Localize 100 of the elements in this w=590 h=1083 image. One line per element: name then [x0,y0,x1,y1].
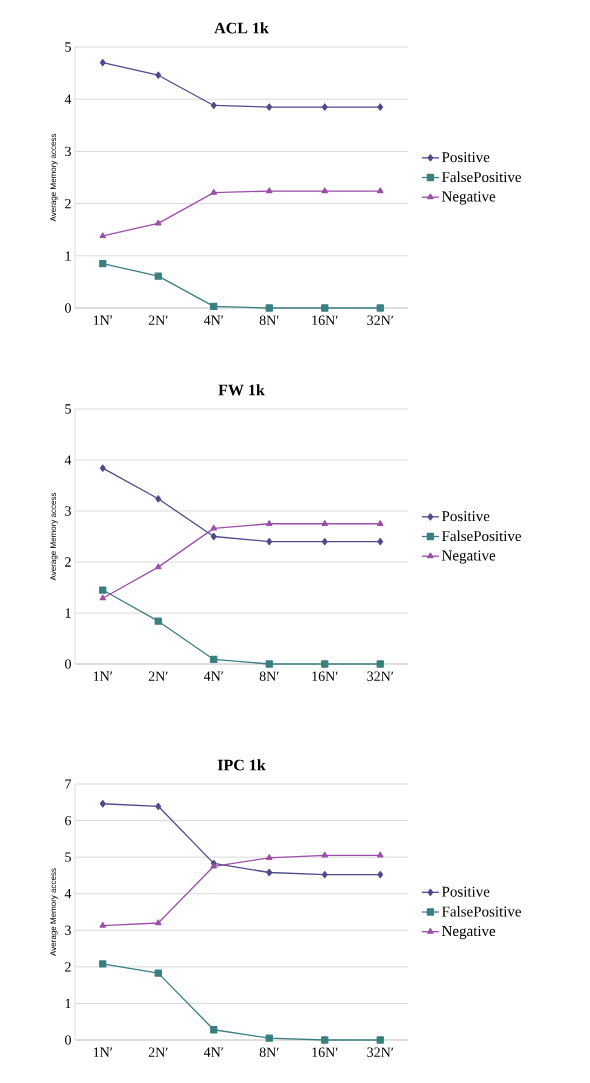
x-tick-label: 32N′ [367,671,394,681]
point [210,302,218,311]
point [321,537,328,546]
chart-title: ACL 1k [214,22,269,34]
y-axis-title: Average Memory access [50,133,58,222]
x-tick-label: 32N′ [367,1047,394,1057]
y-tick-label: 4 [64,94,72,104]
x-tick-label: 16N′ [312,315,338,325]
point [210,524,217,531]
point [377,851,384,858]
legend-label: Positive [442,511,490,522]
point [321,851,328,858]
point [321,871,328,879]
point [266,520,273,526]
point [321,1036,329,1044]
point [99,464,106,472]
point [155,919,162,926]
chart-title: IPC 1k [217,759,266,771]
point [99,960,107,968]
point [266,537,273,546]
y-tick-label: 1 [65,608,71,618]
point [377,103,384,111]
y-tick-label: 2 [65,962,71,972]
y-tick-label: 3 [65,506,71,516]
y-tick-label: 4 [64,455,72,465]
x-tick-label: 1N′ [93,671,113,681]
point [154,969,162,977]
x-tick-label: 1N′ [93,315,113,325]
x-tick-label: 8N′ [259,671,279,681]
y-tick-label: 1 [65,998,71,1009]
y-tick-label: 3 [65,925,71,935]
point [155,219,162,226]
point [99,921,106,928]
legend-label: FalsePositive [442,171,522,183]
point [265,660,273,668]
y-tick-label: 0 [65,1035,71,1045]
x-tick-label: 8N′ [259,315,279,325]
point [99,59,106,67]
legend-label: Positive [442,152,490,163]
point [321,187,328,194]
point [154,617,162,625]
point [265,1034,273,1042]
point [377,537,384,546]
point [155,563,162,570]
point [321,304,329,312]
point [266,854,273,861]
point [376,1036,384,1044]
x-tick-label: 4N′ [203,671,224,681]
legend-label: FalsePositive [442,906,522,917]
point [155,802,162,810]
point [99,594,106,601]
x-tick-label: 1N′ [93,1047,113,1057]
point [377,187,384,194]
point [377,871,384,879]
point [376,304,384,312]
point [99,586,107,594]
x-tick-label: 2N′ [148,671,168,681]
y-tick-label: 5 [65,42,71,52]
y-tick-label: 0 [65,659,71,669]
point [266,868,273,877]
point [210,188,217,195]
x-tick-label: 4N′ [203,1047,224,1057]
y-tick-label: 7 [65,779,72,789]
y-axis-title: Average Memory access [50,868,58,956]
legend-label: Negative [442,550,496,564]
y-tick-label: 5 [65,852,71,862]
x-tick-label: 2N′ [148,315,168,325]
x-tick-label: 8N′ [259,1047,279,1057]
point [376,660,384,668]
legend-label: Positive [442,886,490,897]
legend-label: FalsePositive [442,530,522,542]
point [377,520,384,526]
x-tick-label: 4N′ [203,315,224,325]
point [265,304,273,312]
y-tick-label: 3 [65,146,71,157]
point [155,71,162,79]
y-axis-title: Average Memory access [50,492,58,581]
chart-title: FW 1k [218,384,265,396]
x-tick-label: 16N′ [312,671,338,681]
x-tick-label: 2N′ [148,1047,168,1057]
point [210,655,218,664]
y-tick-label: 6 [65,815,72,826]
legend-label: Negative [442,191,496,205]
point [99,232,106,239]
point [321,520,328,526]
y-tick-label: 1 [65,251,71,261]
y-tick-label: 5 [65,404,71,414]
point [210,532,217,541]
legend-label: Negative [442,925,496,940]
point [99,800,106,808]
x-tick-label: 16N′ [312,1047,338,1057]
point [210,1026,218,1034]
y-tick-label: 0 [65,303,71,313]
point [154,272,162,280]
y-tick-label: 4 [64,889,72,899]
point [266,103,273,111]
y-tick-label: 2 [65,557,71,567]
y-tick-label: 2 [65,198,71,209]
point [155,495,162,503]
x-tick-label: 32N′ [367,315,394,325]
